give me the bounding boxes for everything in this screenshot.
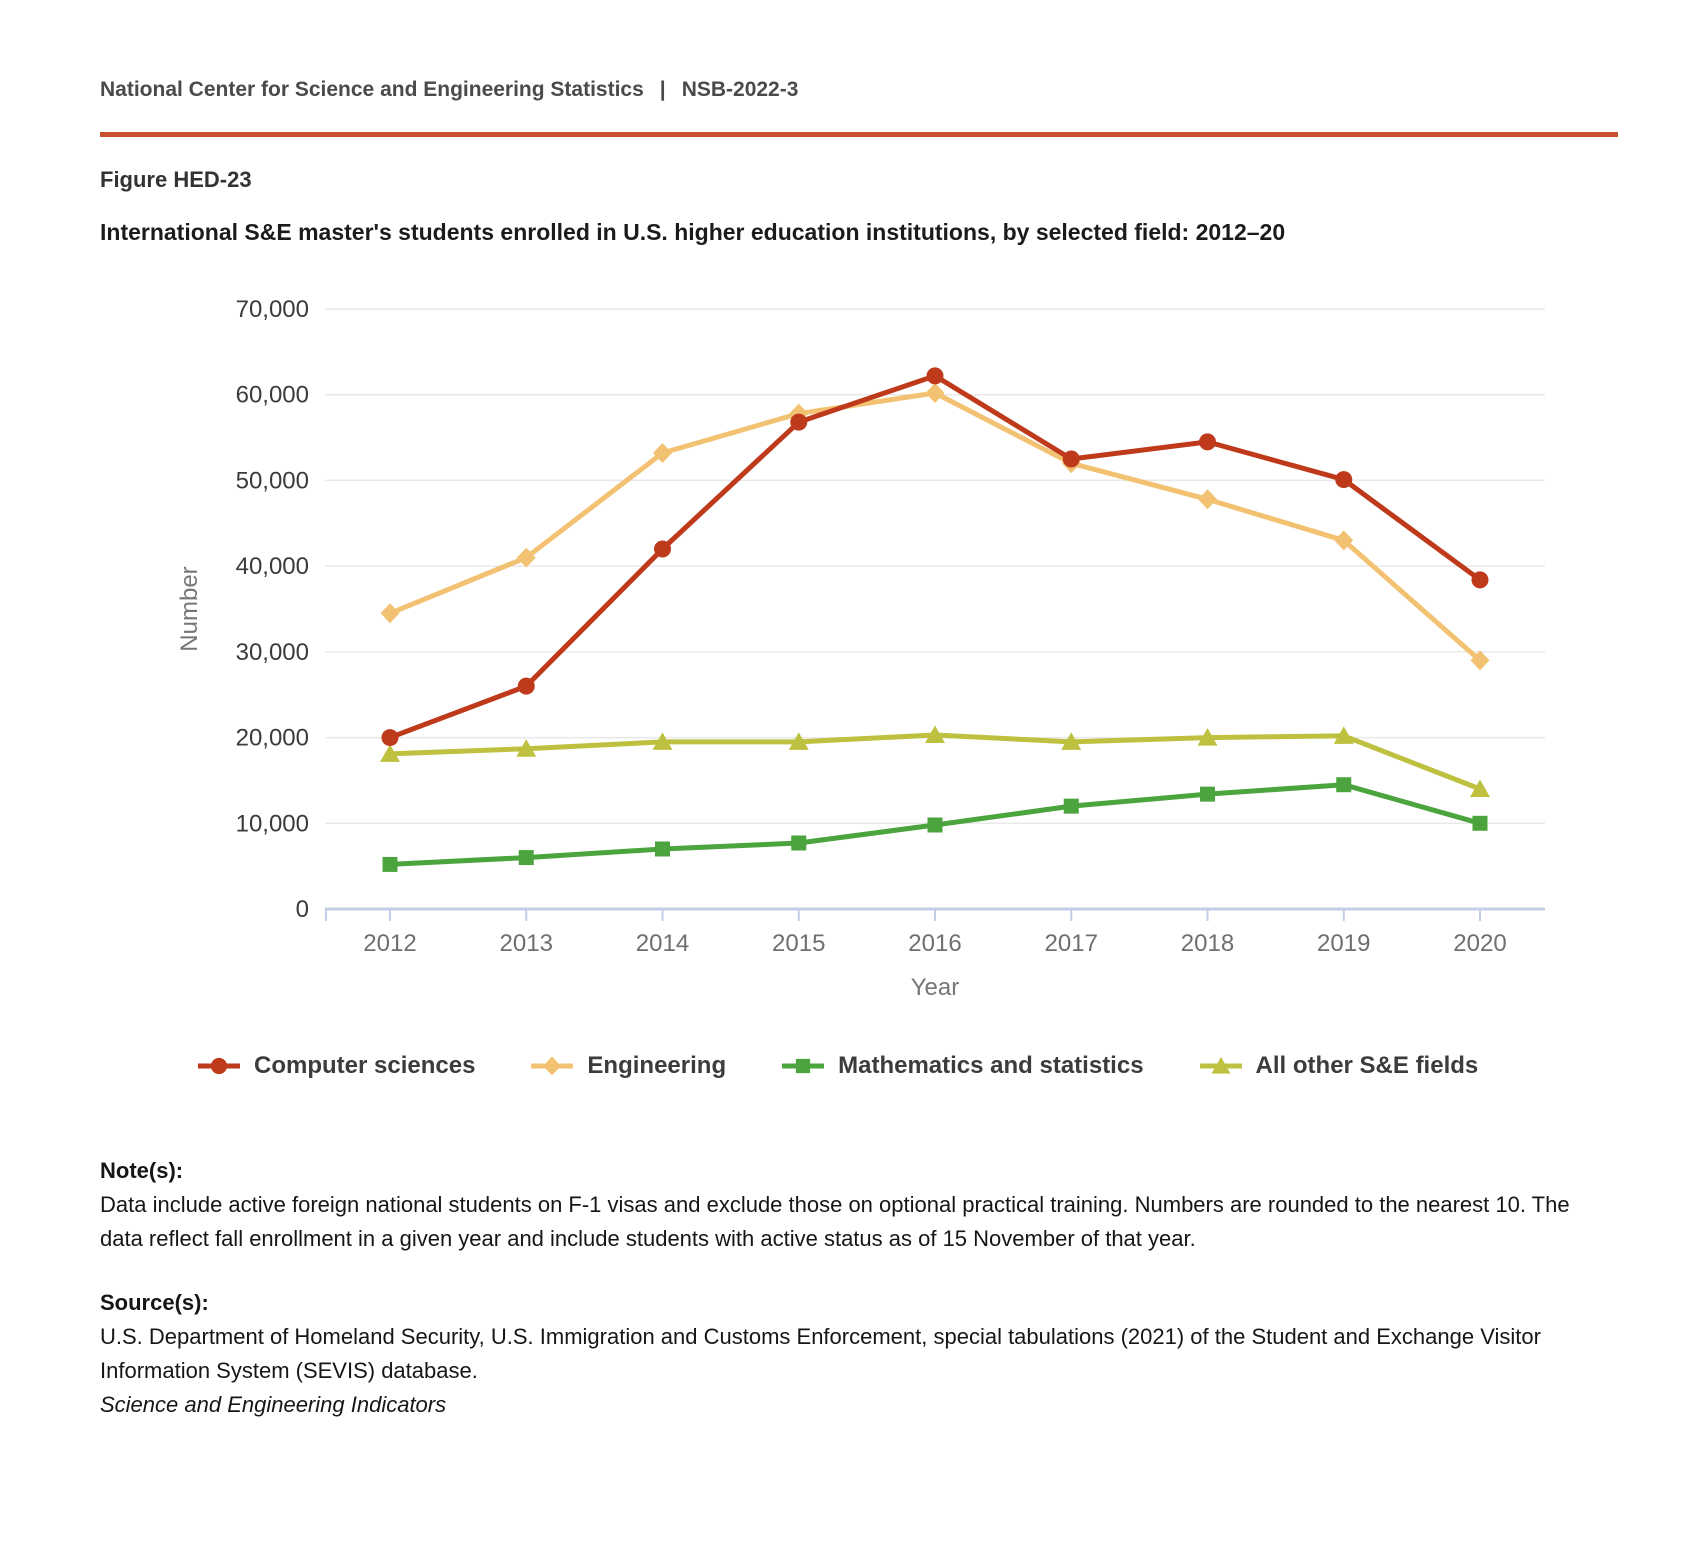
data-point-mathematics-and-statistics-2020 [1472, 815, 1488, 831]
legend-marker-triangle-icon [1199, 1056, 1242, 1074]
data-point-computer-sciences-2015 [790, 413, 808, 431]
data-point-mathematics-and-statistics-2016 [927, 817, 943, 833]
data-point-engineering-2018 [1198, 489, 1217, 510]
legend-item-computer-sciences: Computer sciences [196, 1052, 475, 1080]
legend-marker-diamond-icon [531, 1056, 574, 1076]
data-point-all-other-s-e-fields-2014 [652, 732, 673, 750]
figure-title: International S&E master's students enro… [100, 219, 1286, 245]
x-tick-label: 2014 [636, 930, 689, 957]
y-tick-label: 60,000 [236, 382, 309, 409]
notes-text: Data include active foreign national stu… [100, 1192, 1570, 1251]
legend-label: Computer sciences [254, 1052, 476, 1079]
chart-svg: 0 10,000 20,000 30,000 40,000 50,000 60,000 70,… [176, 296, 1545, 1001]
x-tick-label: 2013 [500, 930, 553, 957]
data-point-engineering-2020 [1470, 650, 1490, 671]
legend-item-engineering: Engineering [529, 1052, 726, 1080]
series-line-all-other-s-e-fields [387, 732, 1483, 792]
chart-legend: Computer sciences Engineering Mathematics … [196, 1052, 1700, 1080]
data-point-engineering-2016 [925, 383, 945, 403]
legend-marker-shape [210, 1057, 228, 1075]
data-point-engineering-2013 [516, 547, 536, 568]
footer-indicators-text: Science and Engineering Indicators [100, 1392, 447, 1417]
data-point-all-other-s-e-fields-2020 [1470, 779, 1490, 797]
data-point-mathematics-and-statistics-2014 [655, 841, 670, 857]
data-point-engineering-2014 [653, 443, 672, 463]
data-point-computer-sciences-2018 [1199, 433, 1216, 451]
data-point-all-other-s-e-fields-2016 [925, 725, 945, 743]
data-point-engineering-2012 [380, 603, 400, 624]
data-point-mathematics-and-statistics-2018 [1200, 786, 1215, 802]
data-point-computer-sciences-2013 [517, 677, 535, 695]
y-tick-label: 70,000 [236, 296, 309, 323]
data-point-all-other-s-e-fields-2013 [516, 739, 537, 757]
legend-label: Mathematics and statistics [838, 1052, 1144, 1079]
legend-item-all-other-s-e-fields: All other S&E fields [1198, 1052, 1479, 1080]
data-point-computer-sciences-2012 [381, 729, 399, 747]
org-name: National Center for Science and Engineer… [100, 78, 644, 101]
data-point-mathematics-and-statistics-2019 [1336, 777, 1352, 793]
legend-marker-shape [1211, 1056, 1231, 1074]
data-point-mathematics-and-statistics-2012 [382, 856, 398, 872]
x-axis-title: Year [911, 974, 960, 1001]
y-tick-label: 20,000 [236, 725, 309, 752]
x-tick-label: 2019 [1317, 930, 1370, 957]
doc-number: NSB-2022-3 [681, 78, 799, 101]
y-axis-title: Number [176, 566, 203, 651]
data-point-all-other-s-e-fields-2015 [788, 732, 809, 750]
data-point-computer-sciences-2016 [926, 367, 944, 385]
legend-marker-shape [543, 1056, 562, 1076]
sources-text: U.S. Department of Homeland Security, U.… [100, 1324, 1541, 1383]
report-header: National Center for Science and Engineer… [100, 78, 1700, 102]
legend-item-mathematics-and-statistics: Mathematics and statistics [780, 1052, 1144, 1080]
x-tick-label: 2018 [1181, 930, 1234, 957]
x-tick-label: 2016 [908, 930, 961, 957]
chart-area: 0 10,000 20,000 30,000 40,000 50,000 60,000 70,… [100, 262, 1600, 1012]
notes-label: Note(s): [100, 1158, 184, 1183]
data-point-all-other-s-e-fields-2018 [1197, 728, 1218, 746]
legend-marker-circle-icon [198, 1057, 240, 1075]
y-tick-label: 10,000 [236, 810, 309, 837]
legend-marker-shape [795, 1058, 811, 1074]
x-tick-label: 2020 [1453, 930, 1506, 957]
figure-label: Figure HED-23 [100, 167, 252, 192]
sources-label: Source(s): [100, 1290, 209, 1315]
y-tick-label: 30,000 [236, 639, 309, 666]
legend-label: All other S&E fields [1255, 1052, 1479, 1079]
data-point-all-other-s-e-fields-2017 [1061, 732, 1082, 750]
data-point-all-other-s-e-fields-2012 [380, 744, 400, 762]
x-tick-label: 2015 [772, 930, 825, 957]
divider-rule [100, 132, 1618, 137]
notes-section: Note(s): Data include active foreign nat… [100, 1154, 1615, 1422]
y-tick-label: 40,000 [236, 553, 309, 580]
x-tick-label: 2017 [1045, 930, 1098, 957]
series-line-computer-sciences [387, 373, 1483, 741]
data-point-mathematics-and-statistics-2015 [791, 835, 807, 851]
data-point-engineering-2019 [1334, 530, 1354, 551]
header-separator: | [659, 78, 666, 101]
legend-label: Engineering [587, 1052, 727, 1079]
legend-marker-square-icon [782, 1058, 825, 1074]
data-point-mathematics-and-statistics-2013 [518, 850, 534, 866]
data-point-mathematics-and-statistics-2017 [1063, 798, 1079, 814]
y-tick-label: 50,000 [236, 467, 309, 494]
data-point-all-other-s-e-fields-2019 [1333, 726, 1354, 744]
x-tick-label: 2012 [363, 930, 416, 957]
data-point-computer-sciences-2020 [1471, 571, 1489, 589]
data-point-computer-sciences-2017 [1062, 450, 1080, 468]
y-tick-label: 0 [296, 896, 309, 923]
series-line-engineering [387, 390, 1483, 663]
data-point-computer-sciences-2019 [1335, 471, 1353, 489]
data-point-computer-sciences-2014 [654, 540, 671, 558]
